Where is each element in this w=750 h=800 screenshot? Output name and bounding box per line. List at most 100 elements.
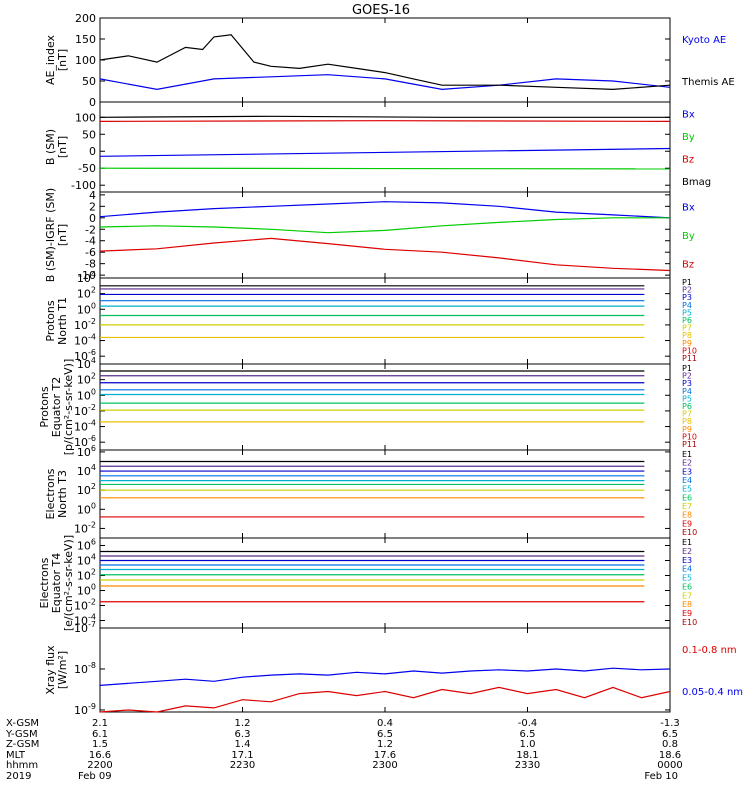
legend-label-p1: P1 (682, 278, 692, 287)
legend-label-e5: E5 (682, 574, 692, 583)
orbit-footer-table: X-GSMY-GSMZ-GSMMLThhmm20192.16.11.516.62… (5, 718, 683, 782)
legend-label-bz: Bz (682, 260, 694, 271)
footer-cell: Feb 10 (644, 771, 678, 782)
y-tick-label: -4 (85, 235, 96, 248)
y-tick-label: 4 (89, 189, 96, 202)
legend-label-p4: P4 (682, 387, 692, 396)
panel-frame (99, 627, 671, 713)
footer-cell: 2230 (230, 760, 255, 771)
tick-exponent: 4 (91, 356, 96, 365)
tick-base: 10 (74, 522, 88, 535)
tick-exponent: -6 (88, 348, 96, 357)
series-line-bz (99, 120, 671, 122)
y-tick-label: 104 (77, 463, 96, 478)
tick-base: 10 (77, 540, 91, 553)
y-tick-label: 10-2 (74, 520, 96, 535)
y-axis-label: [e/(cm²-s-sr-keV)] (62, 535, 75, 631)
series-line-themis ae (99, 34, 671, 91)
y-tick-label: 102 (77, 372, 96, 387)
y-tick-label: 106 (77, 538, 96, 553)
y-tick-label: -8 (85, 258, 96, 271)
footer-cell: Feb 09 (78, 771, 112, 782)
legend-label-bz: Bz (682, 154, 694, 165)
y-tick-label: 10-7 (74, 620, 96, 635)
footer-cell: 1.2 (377, 739, 393, 750)
y-tick-label: 10-4 (74, 333, 96, 348)
footer-cell: 2300 (372, 760, 397, 771)
y-axis-label: [nT] (56, 49, 69, 71)
legend-label-e2: E2 (682, 459, 692, 468)
legend-label-e1: E1 (682, 538, 692, 547)
tick-exponent: 2 (91, 482, 96, 491)
tick-base: 10 (77, 465, 91, 478)
legend-label-p7: P7 (682, 410, 692, 419)
footer-cell: 0.4 (377, 718, 393, 729)
footer-cell: 18.6 (659, 750, 681, 761)
tick-exponent: 6 (91, 538, 96, 547)
footer-cell: 2200 (87, 760, 112, 771)
tick-exponent: -7 (88, 620, 96, 629)
tick-base: 10 (74, 335, 88, 348)
tick-exponent: -4 (88, 419, 96, 428)
series-line-0.05-0.4 nm (99, 667, 671, 686)
y-tick-label: 50 (82, 128, 96, 141)
y-tick-label: 150 (75, 33, 96, 46)
series-line-by (99, 167, 671, 170)
y-tick-label: 10-9 (74, 702, 96, 717)
tick-base: 10 (74, 421, 88, 434)
y-tick-label: 10-8 (74, 661, 96, 676)
y-tick-label: 104 (77, 356, 96, 371)
y-tick-label: 10-4 (74, 419, 96, 434)
y-axis-label: Protons (44, 300, 57, 341)
legend-label-p5: P5 (682, 394, 692, 403)
legend-label-e7: E7 (682, 591, 692, 600)
y-axis-label: [W/m²] (56, 651, 69, 689)
panel-frame (99, 191, 671, 279)
y-tick-label: -6 (85, 246, 96, 259)
footer-cell: 18.1 (516, 750, 538, 761)
y-tick-label: 102 (77, 568, 96, 583)
y-tick-label: 100 (77, 501, 96, 516)
tick-exponent: 6 (91, 444, 96, 453)
y-tick-label: 104 (77, 553, 96, 568)
y-tick-label: 10-4 (74, 613, 96, 628)
y-tick-label: 100 (77, 387, 96, 402)
footer-cell: 17.1 (231, 750, 253, 761)
y-axis-label: Electrons (44, 468, 57, 519)
tick-exponent: 2 (91, 568, 96, 577)
footer-row-label: Y-GSM (5, 729, 38, 740)
tick-exponent: 2 (91, 286, 96, 295)
footer-cell: 17.6 (374, 750, 396, 761)
y-tick-label: 10-2 (74, 598, 96, 613)
legend-label-e6: E6 (682, 493, 692, 502)
y-tick-label: 50 (82, 75, 96, 88)
panel-frame (99, 101, 671, 193)
series-line-bx (99, 147, 671, 157)
legend-label-by: By (682, 231, 695, 242)
tick-base: 10 (74, 350, 88, 363)
tick-base: 10 (74, 615, 88, 628)
panel-frame (99, 17, 671, 103)
legend-label-p4: P4 (682, 301, 692, 310)
tick-base: 10 (74, 622, 88, 635)
legend-label-e9: E9 (682, 519, 692, 528)
tick-exponent: 4 (91, 270, 96, 279)
y-axis-label: Xray flux (44, 645, 57, 695)
legend-label-e8: E8 (682, 600, 692, 609)
footer-cell: 6.5 (662, 729, 678, 740)
legend-label-p8: P8 (682, 417, 692, 426)
legend-label-e1: E1 (682, 450, 692, 459)
legend-label-p2: P2 (682, 286, 692, 295)
tick-base: 10 (77, 503, 91, 516)
panel-b-sm: -100 -50 0 50 100 B (SM) [nT] Bx By Bz Bmag (44, 101, 711, 193)
footer-cell: 2.1 (92, 718, 108, 729)
legend-label-e3: E3 (682, 556, 692, 565)
tick-exponent: -2 (88, 403, 96, 412)
legend-label-p1: P1 (682, 364, 692, 373)
footer-cell: 6.3 (235, 729, 251, 740)
legend-label-by: By (682, 132, 695, 143)
footer-row-label: Z-GSM (6, 739, 39, 750)
